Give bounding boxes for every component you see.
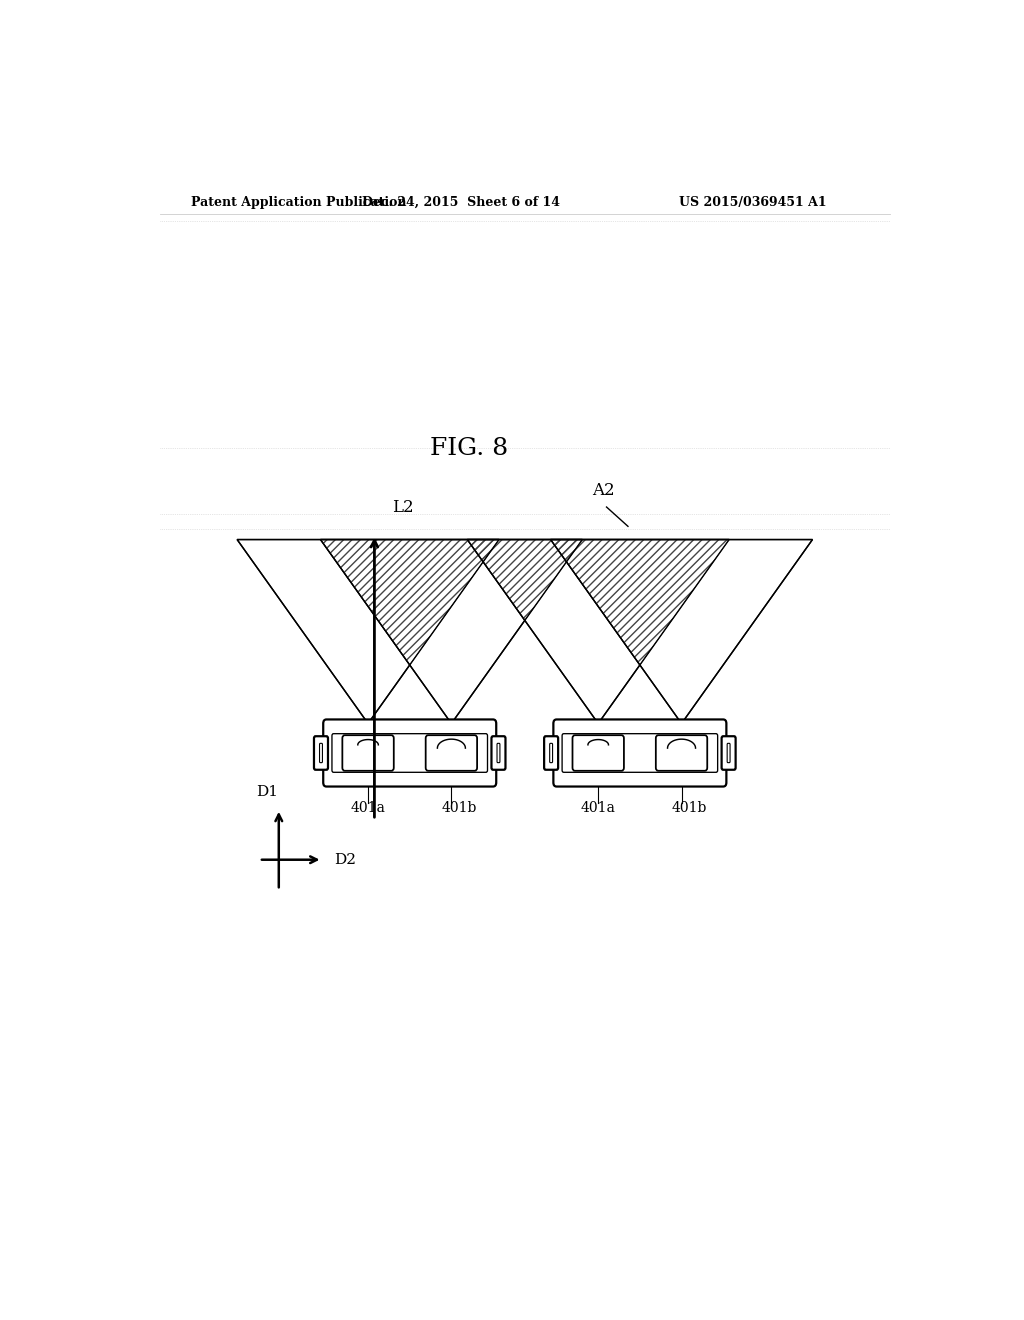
Polygon shape — [588, 739, 608, 744]
FancyBboxPatch shape — [314, 737, 328, 770]
Polygon shape — [467, 540, 729, 723]
Text: 401b: 401b — [672, 801, 708, 814]
Text: A2: A2 — [592, 482, 614, 499]
Polygon shape — [357, 739, 378, 744]
Text: FIG. 8: FIG. 8 — [430, 437, 508, 459]
Polygon shape — [551, 540, 812, 723]
Text: Patent Application Publication: Patent Application Publication — [191, 195, 407, 209]
Text: D2: D2 — [334, 853, 356, 867]
FancyBboxPatch shape — [492, 737, 506, 770]
FancyBboxPatch shape — [426, 735, 477, 771]
FancyBboxPatch shape — [544, 737, 558, 770]
Text: D1: D1 — [256, 784, 278, 799]
FancyBboxPatch shape — [553, 719, 726, 787]
FancyBboxPatch shape — [722, 737, 735, 770]
Text: 401a: 401a — [581, 801, 615, 814]
Text: Dec. 24, 2015  Sheet 6 of 14: Dec. 24, 2015 Sheet 6 of 14 — [362, 195, 560, 209]
FancyBboxPatch shape — [319, 743, 323, 763]
FancyBboxPatch shape — [497, 743, 500, 763]
FancyBboxPatch shape — [562, 734, 718, 772]
FancyBboxPatch shape — [655, 735, 708, 771]
Polygon shape — [668, 739, 695, 748]
FancyBboxPatch shape — [332, 734, 487, 772]
FancyBboxPatch shape — [727, 743, 730, 763]
Polygon shape — [321, 540, 583, 723]
Text: 401b: 401b — [441, 801, 477, 814]
Polygon shape — [437, 739, 465, 748]
Text: L2: L2 — [392, 499, 414, 516]
FancyBboxPatch shape — [342, 735, 394, 771]
Polygon shape — [238, 540, 499, 723]
FancyBboxPatch shape — [324, 719, 497, 787]
Text: US 2015/0369451 A1: US 2015/0369451 A1 — [679, 195, 826, 209]
FancyBboxPatch shape — [550, 743, 553, 763]
FancyBboxPatch shape — [572, 735, 624, 771]
Text: 401a: 401a — [350, 801, 385, 814]
